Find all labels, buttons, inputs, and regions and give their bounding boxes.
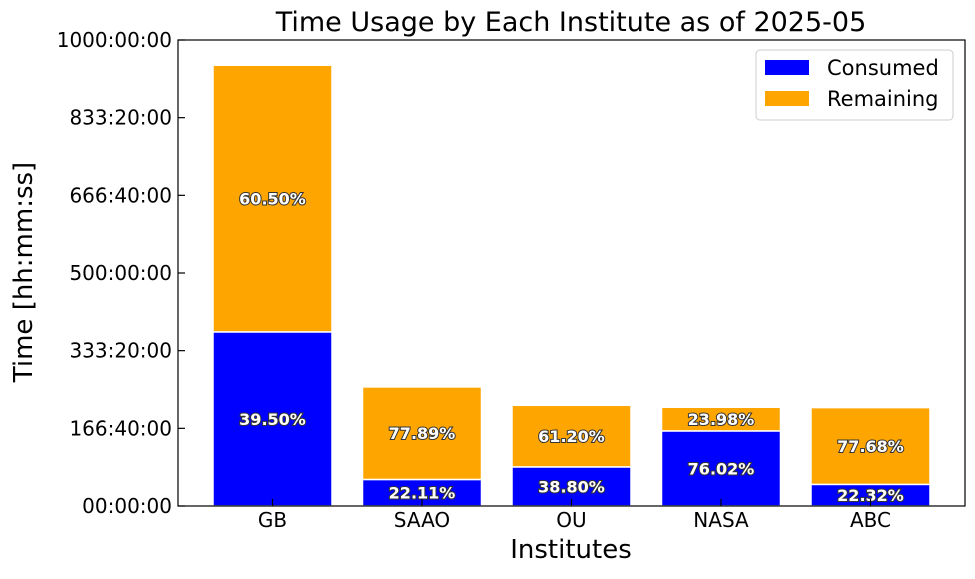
y-tick-label: 333:20:00 xyxy=(69,339,172,363)
x-tick-label-ou: OU xyxy=(556,508,586,532)
data-label-consumed-saao: 22.11% xyxy=(389,484,456,503)
data-label-remaining-saao: 77.89% xyxy=(389,424,456,443)
legend-swatch-remaining xyxy=(765,91,809,106)
data-label-remaining-ou: 61.20% xyxy=(538,427,605,446)
data-label-consumed-gb: 39.50% xyxy=(239,410,306,429)
bar-remaining-ou xyxy=(511,404,632,468)
x-tick-label-nasa: NASA xyxy=(693,508,749,532)
y-tick-label: 500:00:00 xyxy=(69,261,172,285)
bar-remaining-nasa xyxy=(660,406,782,432)
y-tick-label: 00:00:00 xyxy=(82,494,172,518)
data-label-consumed-ou: 38.80% xyxy=(538,477,605,496)
chart-title: Time Usage by Each Institute as of 2025-… xyxy=(275,7,867,38)
data-label-remaining-gb: 60.50% xyxy=(239,190,306,209)
legend-label-remaining: Remaining xyxy=(827,87,939,111)
x-axis-title: Institutes xyxy=(510,535,632,565)
legend-label-consumed: Consumed xyxy=(827,56,939,80)
data-label-consumed-abc: 22.32% xyxy=(837,486,904,505)
axes-layer: 00:00:00 166:40:00 333:20:00 500:00:00 666:4… xyxy=(57,28,966,532)
data-label-remaining-nasa: 23.98% xyxy=(688,410,755,429)
y-tick-label: 833:20:00 xyxy=(69,106,172,130)
x-tick-label-gb: GB xyxy=(258,508,287,532)
x-tick-label-saao: SAAO xyxy=(394,508,450,532)
bar-remaining-saao xyxy=(361,386,483,481)
data-label-consumed-nasa: 76.02% xyxy=(688,459,755,478)
y-axis-title: Time [hh:mm:ss] xyxy=(9,162,39,383)
bar-remaining-abc xyxy=(810,406,931,486)
y-tick-label: 1000:00:00 xyxy=(57,28,172,52)
bars-layer: 39.50% 60.50% 22.11% 77.89% 38.80% 61.20% 76.0… xyxy=(212,64,931,507)
x-tick-label-abc: ABC xyxy=(850,508,891,532)
data-label-remaining-abc: 77.68% xyxy=(837,437,904,456)
legend-swatch-consumed xyxy=(765,60,809,75)
y-tick-label: 166:40:00 xyxy=(69,416,172,440)
legend: Consumed Remaining xyxy=(755,49,954,121)
bar-remaining-gb xyxy=(212,64,333,333)
y-tick-label: 666:40:00 xyxy=(69,183,172,207)
bar-consumed-gb xyxy=(212,331,333,507)
